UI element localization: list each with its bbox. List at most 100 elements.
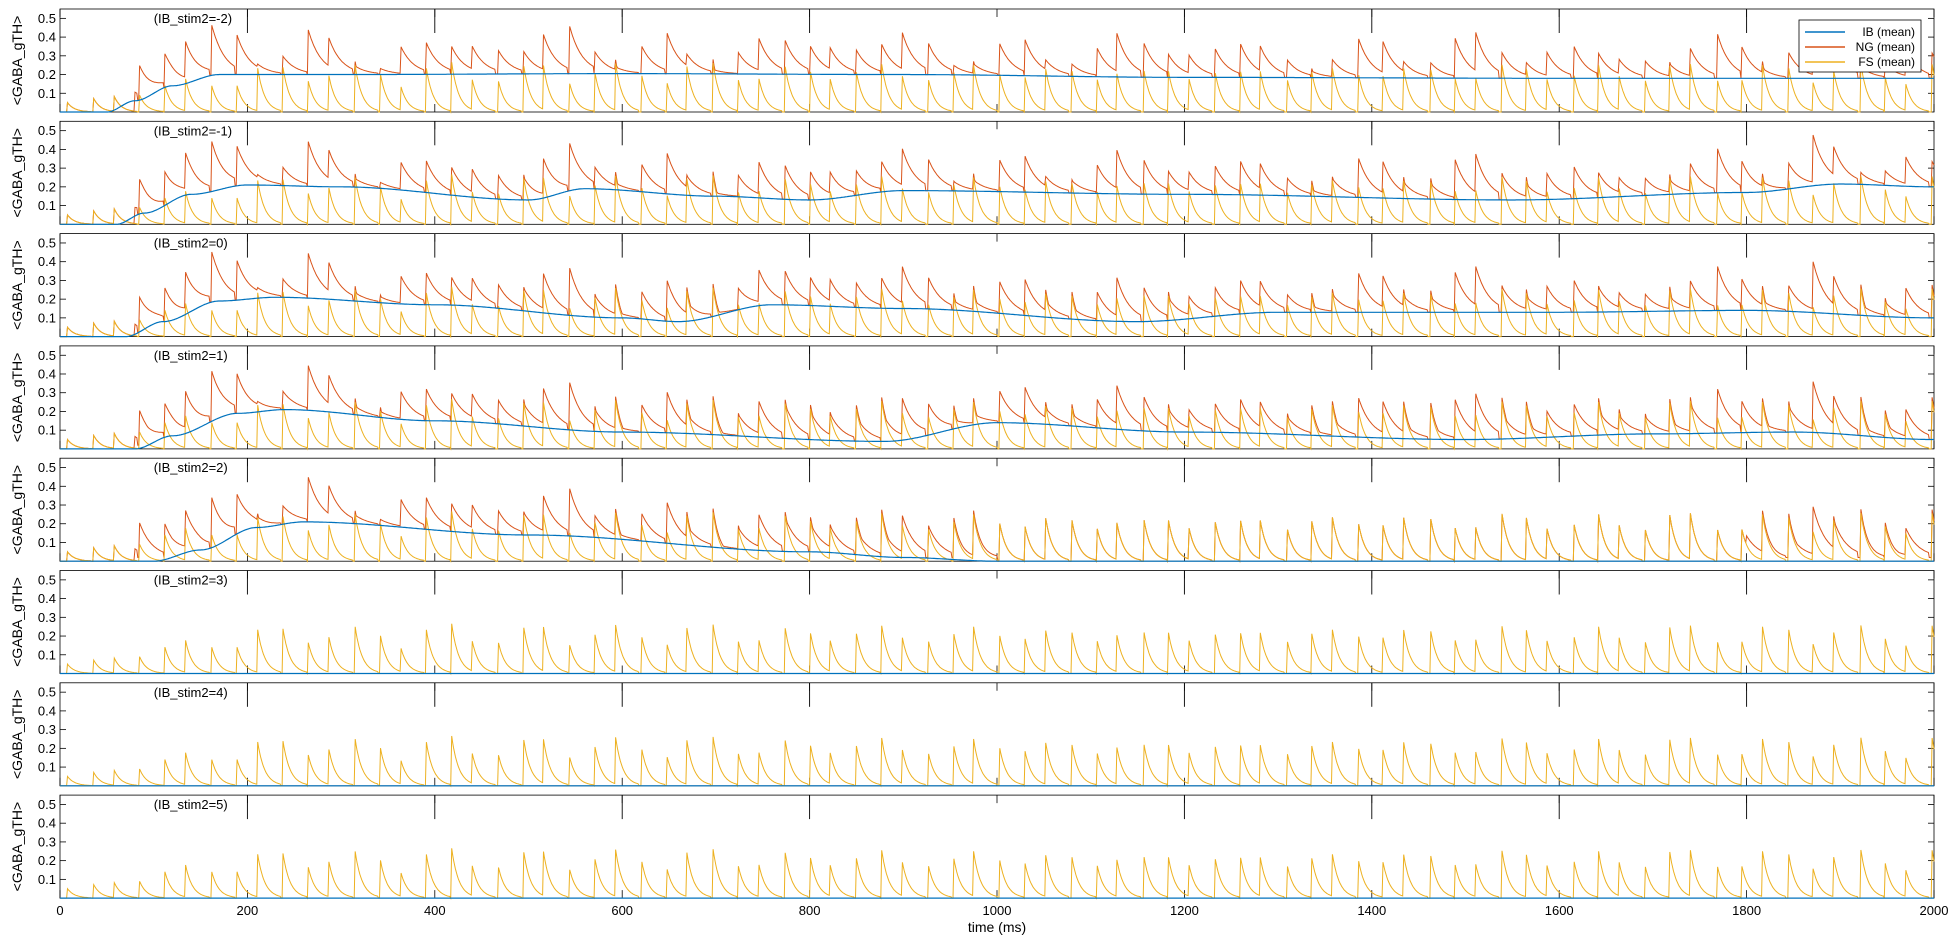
- legend-entry: FS (mean): [1858, 55, 1915, 69]
- y-tick-label: 0.2: [38, 741, 56, 756]
- x-tick-label: 400: [424, 903, 446, 918]
- series-ib-line: [60, 296, 1934, 338]
- series-ib-line: [60, 72, 1934, 113]
- y-tick-label: 0.1: [38, 760, 56, 775]
- y-tick-label: 0.1: [38, 198, 56, 213]
- y-tick-label: 0.3: [38, 610, 56, 625]
- series-ib-line: [60, 521, 1934, 562]
- panel-label: (IB_stim2=4): [154, 685, 228, 700]
- series-ng-line: [60, 365, 1935, 450]
- y-axis-label: <GABA_gTH>: [9, 577, 25, 667]
- x-tick-label: 1000: [983, 903, 1012, 918]
- series-ng-line: [60, 25, 1935, 113]
- legend-entry: NG (mean): [1856, 40, 1915, 54]
- panel-label: (IB_stim2=2): [154, 460, 228, 475]
- series-fs-line: [60, 735, 1935, 788]
- y-tick-label: 0.3: [38, 722, 56, 737]
- panel-label: (IB_stim2=3): [154, 573, 228, 588]
- series-fs-line: [60, 174, 1935, 227]
- panel-3: 0.1 0.2 0.3 0.4 0.5 <GABA_gTH> (IB_stim2=0): [9, 233, 1935, 339]
- y-tick-label: 0.4: [38, 142, 56, 157]
- series-ng-line: [60, 134, 1935, 225]
- y-tick-label: 0.1: [38, 310, 56, 325]
- panel-1: 0.1 0.2 0.3 0.4 0.5 <GABA_gTH> (IB_stim2=-2): [9, 8, 1935, 114]
- panel-label: (IB_stim2=0): [154, 236, 228, 251]
- y-axis-label: <GABA_gTH>: [9, 128, 25, 218]
- x-tick-label: 800: [799, 903, 821, 918]
- panel-frame: [59, 794, 1935, 899]
- y-tick-label: 0.4: [38, 703, 56, 718]
- x-axis-label: time (ms): [968, 919, 1026, 935]
- y-tick-label: 0.1: [38, 647, 56, 662]
- y-tick-label: 0.2: [38, 404, 56, 419]
- y-tick-label: 0.5: [38, 460, 56, 475]
- panel-6: 0.1 0.2 0.3 0.4 0.5 <GABA_gTH> (IB_stim2=3): [9, 570, 1935, 676]
- series-ng-line: [60, 251, 1935, 338]
- panel-8: 0.1 0.2 0.3 0.4 0.5 <GABA_gTH> (IB_stim2=5) 0 20…: [9, 794, 1949, 918]
- series-fs-line: [60, 848, 1935, 901]
- y-tick-label: 0.4: [38, 366, 56, 381]
- y-tick-label: 0.2: [38, 179, 56, 194]
- y-tick-label: 0.3: [38, 385, 56, 400]
- y-tick-label: 0.4: [38, 591, 56, 606]
- x-tick-label: 0: [56, 903, 63, 918]
- y-tick-label: 0.4: [38, 816, 56, 831]
- x-tick-label: 200: [237, 903, 259, 918]
- y-tick-label: 0.2: [38, 516, 56, 531]
- x-tick-label: 1600: [1545, 903, 1574, 918]
- y-tick-label: 0.2: [38, 67, 56, 82]
- x-tick-label: 2000: [1920, 903, 1949, 918]
- y-axis-label: <GABA_gTH>: [9, 240, 25, 330]
- panel-4: 0.1 0.2 0.3 0.4 0.5 <GABA_gTH> (IB_stim2=1): [9, 345, 1935, 451]
- series-fs-line: [60, 511, 1935, 564]
- series-fs-line: [60, 623, 1935, 676]
- legend-entry: IB (mean): [1862, 25, 1915, 39]
- y-tick-label: 0.2: [38, 292, 56, 307]
- y-tick-label: 0.5: [38, 348, 56, 363]
- y-tick-label: 0.5: [38, 685, 56, 700]
- y-tick-label: 0.5: [38, 797, 56, 812]
- chart-panels: 0.10.20.30.40.5<GABA_gTH> (IB_stim2=-2)0.…: [9, 8, 1949, 918]
- y-tick-label: 0.4: [38, 254, 56, 269]
- y-tick-label: 0.5: [38, 572, 56, 587]
- y-axis-label: <GABA_gTH>: [9, 16, 25, 106]
- panel-5: 0.1 0.2 0.3 0.4 0.5 <GABA_gTH> (IB_stim2=2): [9, 457, 1935, 564]
- panel-7: 0.1 0.2 0.3 0.4 0.5 <GABA_gTH> (IB_stim2=4): [9, 682, 1935, 788]
- y-tick-label: 0.5: [38, 11, 56, 26]
- y-axis-label: <GABA_gTH>: [9, 465, 25, 555]
- y-tick-label: 0.1: [38, 86, 56, 101]
- legend-box: [1798, 19, 1922, 73]
- y-tick-label: 0.5: [38, 235, 56, 250]
- series-ib-line: [60, 183, 1934, 225]
- y-tick-label: 0.3: [38, 834, 56, 849]
- x-axis: time (ms): [968, 919, 1026, 935]
- y-tick-label: 0.3: [38, 273, 56, 288]
- panel-frame: [59, 682, 1935, 787]
- x-tick-label: 1200: [1170, 903, 1199, 918]
- y-tick-label: 0.2: [38, 629, 56, 644]
- panel-frame: [59, 570, 1935, 674]
- y-tick-label: 0.1: [38, 535, 56, 550]
- y-tick-label: 0.1: [38, 423, 56, 438]
- x-tick-label: 1800: [1732, 903, 1761, 918]
- series-fs-line: [60, 399, 1935, 451]
- panel-label: (IB_stim2=5): [154, 797, 228, 812]
- y-tick-label: 0.4: [38, 479, 56, 494]
- panel-label: (IB_stim2=-2): [154, 11, 232, 26]
- y-axis-label: <GABA_gTH>: [9, 690, 25, 780]
- panel-frame: [59, 457, 1935, 562]
- y-tick-label: 0.3: [38, 498, 56, 513]
- y-tick-label: 0.1: [38, 872, 56, 887]
- series-ng-line: [60, 477, 1935, 564]
- panel-label: (IB_stim2=1): [154, 348, 228, 363]
- y-tick-label: 0.2: [38, 853, 56, 868]
- x-tick-label: 1400: [1357, 903, 1386, 918]
- series-ib-line: [60, 409, 1934, 450]
- y-axis-label: <GABA_gTH>: [9, 802, 25, 892]
- panel-2: 0.1 0.2 0.3 0.4 0.5 <GABA_gTH> (IB_stim2=-1): [9, 120, 1935, 227]
- y-tick-label: 0.4: [38, 30, 56, 45]
- panel-frame: [59, 233, 1935, 338]
- y-tick-label: 0.5: [38, 123, 56, 138]
- y-tick-label: 0.3: [38, 48, 56, 63]
